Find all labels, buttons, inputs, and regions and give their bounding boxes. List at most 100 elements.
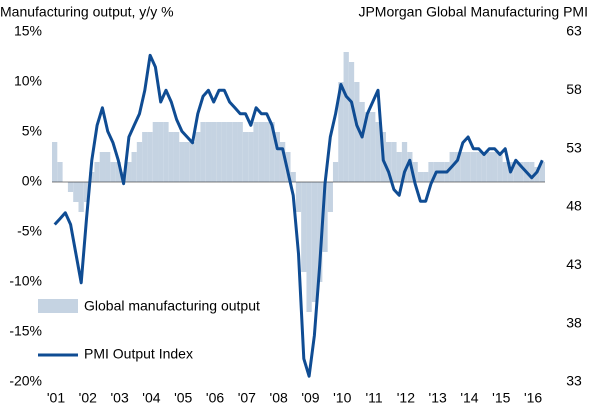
legend-label: Global manufacturing output [84, 298, 260, 314]
x-tick-label: '13 [429, 390, 447, 406]
bar [211, 122, 217, 182]
bar [391, 142, 397, 182]
bar [539, 162, 545, 182]
bar [423, 172, 429, 182]
bar [311, 182, 318, 302]
x-tick-label: '07 [238, 390, 256, 406]
y-tick-label: -15% [9, 323, 42, 339]
bar [189, 142, 196, 182]
x-tick-label: '02 [79, 390, 97, 406]
bar [99, 152, 106, 182]
bar [343, 52, 349, 182]
bar [470, 152, 477, 182]
bar [317, 182, 323, 282]
bar [52, 142, 58, 182]
y2-tick-label: 48 [566, 198, 582, 214]
bar [354, 82, 360, 182]
bar [78, 182, 84, 212]
bar [274, 132, 280, 182]
bar [348, 62, 355, 182]
bar [158, 122, 164, 182]
y2-tick-label: 58 [566, 81, 582, 97]
bar [476, 152, 482, 182]
line [53, 53, 544, 378]
bar [184, 142, 190, 182]
y2-tick-label: 53 [566, 139, 582, 155]
x-tick-label: '04 [142, 390, 160, 406]
bar [248, 132, 254, 182]
legend-swatch [38, 299, 78, 313]
bar [428, 162, 434, 182]
bar [94, 162, 100, 182]
bar [290, 172, 296, 182]
bar [221, 122, 227, 182]
bar [370, 112, 376, 182]
bar [152, 122, 159, 182]
bar [168, 132, 174, 182]
bar [417, 172, 424, 182]
bar [264, 122, 270, 182]
bar [105, 152, 111, 182]
bar [173, 132, 180, 182]
x-tick-label: '03 [110, 390, 128, 406]
y-tick-label: -5% [17, 223, 42, 239]
x-tick-label: '11 [365, 390, 382, 406]
bar [465, 152, 471, 182]
y-tick-label: 5% [22, 123, 42, 139]
y2-tick-label: 63 [566, 23, 582, 39]
y2-tick-label: 33 [566, 373, 582, 389]
bar [226, 122, 233, 182]
bar [126, 162, 132, 182]
bar [83, 182, 90, 202]
bar [375, 122, 381, 182]
bar [179, 142, 185, 182]
bar [237, 122, 243, 182]
y-tick-label: 10% [14, 73, 42, 89]
x-tick-label: '12 [397, 390, 415, 406]
bar [502, 162, 508, 182]
bar [73, 182, 79, 202]
bar [131, 152, 137, 182]
x-tick-label: '09 [301, 390, 319, 406]
bar [513, 162, 519, 182]
x-tick-label: '10 [333, 390, 351, 406]
bar [57, 162, 63, 182]
x-tick-label: '08 [270, 390, 288, 406]
bar [327, 182, 333, 212]
y-tick-label: 15% [14, 23, 42, 39]
bar [454, 152, 461, 182]
bar [529, 162, 535, 182]
x-tick-label: '06 [206, 390, 224, 406]
y-tick-label: 0% [22, 173, 42, 189]
bar [491, 152, 498, 182]
bar [338, 82, 344, 182]
bar [295, 182, 302, 212]
bar [195, 132, 201, 182]
bar [269, 122, 275, 182]
legend-label: PMI Output Index [84, 346, 193, 362]
bar [332, 162, 339, 182]
chart-title: Manufacturing output, y/y % [0, 4, 174, 20]
bar [396, 152, 402, 182]
y-tick-label: -20% [9, 373, 42, 389]
x-tick-label: '14 [460, 390, 478, 406]
bar [242, 132, 249, 182]
y-tick-label: -10% [9, 273, 42, 289]
y2-tick-label: 43 [566, 256, 582, 272]
bar [279, 142, 286, 182]
bar [205, 122, 212, 182]
bar [253, 122, 259, 182]
x-tick-label: '05 [174, 390, 192, 406]
bar [258, 122, 265, 182]
bar [136, 142, 143, 182]
bar [518, 162, 524, 182]
bar [385, 142, 392, 182]
bar [486, 152, 492, 182]
bar [497, 152, 503, 182]
bar [364, 112, 371, 182]
y2-tick-label: 38 [566, 314, 582, 330]
x-tick-label: '01 [47, 390, 65, 406]
bar [147, 132, 153, 182]
bar [232, 122, 238, 182]
